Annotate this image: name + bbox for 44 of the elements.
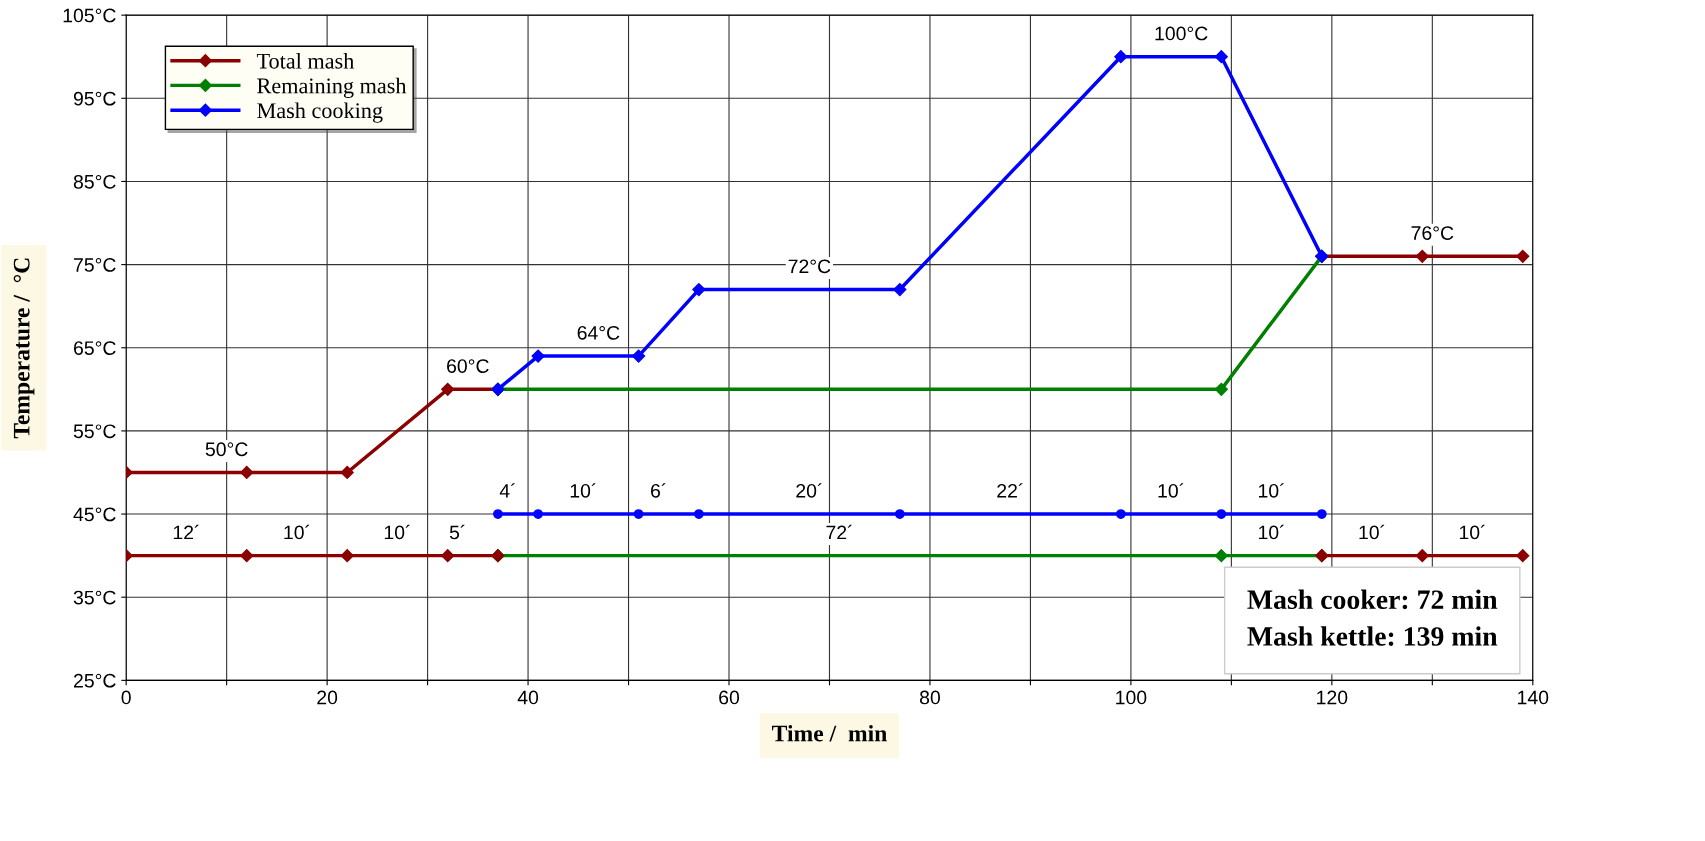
annotation: Mash cooker: 72 min Mash kettle: 139 min — [1247, 589, 1498, 646]
annotation: 10´ — [1259, 524, 1284, 540]
y-tick-label: 105°C — [63, 8, 116, 23]
annotation: 4´ — [499, 483, 515, 498]
y-tick-label: 95°C — [73, 91, 116, 106]
legend-label: Remaining mash — [257, 77, 407, 98]
x-tick-label: 20 — [317, 690, 338, 705]
y-tick-label: 35°C — [73, 590, 116, 605]
y-tick-label: 25°C — [73, 673, 116, 688]
annotation: 10´ — [1259, 483, 1284, 498]
x-tick-label: 60 — [719, 690, 740, 705]
annotation: 10´ — [570, 483, 596, 498]
x-axis-title: Time / min — [772, 724, 887, 742]
y-tick-label: 55°C — [73, 424, 116, 439]
annotation: 20´ — [796, 483, 822, 498]
annotation: 10´ — [1158, 483, 1184, 498]
annotation: 72°C — [788, 259, 831, 274]
x-tick-label: 40 — [517, 690, 539, 705]
annotation: 5´ — [449, 524, 465, 540]
annotation: 100°C — [1155, 26, 1208, 41]
annotation: 6´ — [651, 483, 666, 498]
annotation: 72´ — [826, 524, 852, 540]
annotation: 50°C — [205, 442, 248, 457]
x-tick-label: 100 — [1116, 690, 1147, 705]
legend-label: Mash cooking — [257, 102, 383, 123]
annotation: 22´ — [997, 483, 1023, 498]
annotation: 60°C — [447, 359, 489, 373]
annotation: 64°C — [577, 325, 620, 340]
x-tick-label: 80 — [919, 690, 941, 705]
x-tick-label: 120 — [1317, 690, 1348, 705]
legend-label: Total mash — [256, 53, 355, 69]
x-tick-label: 140 — [1518, 690, 1549, 705]
y-tick-label: 75°C — [74, 258, 116, 272]
y-axis-title: Temperature / °C — [13, 258, 35, 439]
annotation: 10´ — [1459, 524, 1485, 540]
annotation: 12´ — [173, 524, 199, 540]
y-tick-label: 65°C — [73, 341, 116, 355]
annotation: 10´ — [284, 524, 310, 540]
annotation: 10´ — [1359, 524, 1385, 540]
x-tick-label: 0 — [121, 690, 131, 705]
y-tick-label: 45°C — [73, 507, 116, 522]
annotation: 76°C — [1411, 226, 1454, 240]
y-tick-label: 85°C — [73, 174, 116, 189]
annotation: 10´ — [384, 524, 410, 540]
